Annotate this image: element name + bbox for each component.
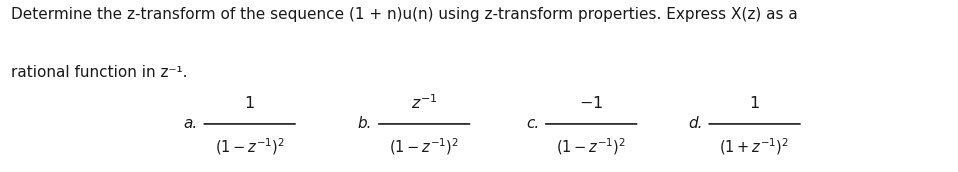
Text: $1$: $1$ <box>244 95 255 111</box>
Text: $1$: $1$ <box>749 95 760 111</box>
Text: Determine the z-transform of the sequence (1 + n)u(n) using z-transform properti: Determine the z-transform of the sequenc… <box>11 7 798 22</box>
Text: b.: b. <box>357 116 372 131</box>
Text: $(1-z^{-1})^2$: $(1-z^{-1})^2$ <box>389 136 459 157</box>
Text: $(1-z^{-1})^2$: $(1-z^{-1})^2$ <box>557 136 627 157</box>
Text: $(1-z^{-1})^2$: $(1-z^{-1})^2$ <box>215 136 285 157</box>
Text: $-1$: $-1$ <box>580 95 604 111</box>
Text: $(1+z^{-1})^2$: $(1+z^{-1})^2$ <box>719 136 789 157</box>
Text: c.: c. <box>526 116 539 131</box>
Text: a.: a. <box>184 116 197 131</box>
Text: d.: d. <box>688 116 702 131</box>
Text: rational function in z⁻¹.: rational function in z⁻¹. <box>11 65 188 80</box>
Text: $z^{-1}$: $z^{-1}$ <box>411 93 438 112</box>
